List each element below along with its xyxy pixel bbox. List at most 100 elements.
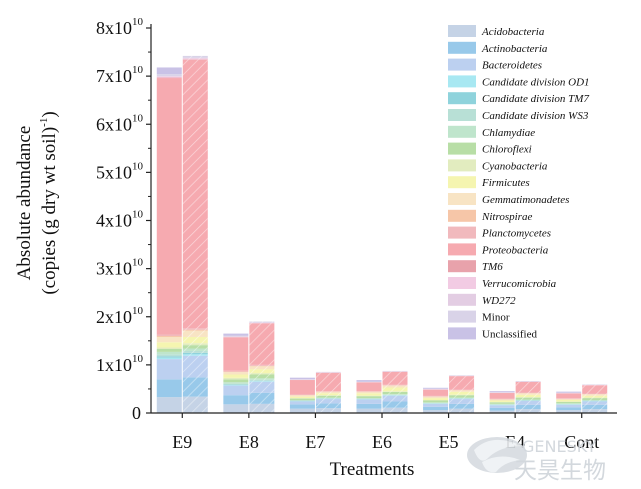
bar-hatch-cont-actinobacteria: [582, 404, 608, 410]
bar-segment-e4-1-gemmatimonadetes: [489, 399, 515, 401]
bar-segment-e8-1-unclassified: [223, 333, 249, 336]
y-tick-label: 8x1010: [96, 16, 144, 38]
legend-swatch: [448, 277, 476, 289]
bar-hatch-cont-bacteroidetes: [582, 401, 608, 405]
bar-hatch-e4-proteobacteria: [515, 381, 541, 393]
y-tick-label: 2x1010: [96, 305, 144, 327]
bar-hatch-e6-gemmatimonadetes: [382, 385, 408, 388]
bar-segment-e6-1-unclassified: [356, 380, 382, 382]
legend-swatch: [448, 310, 476, 323]
bar-hatch-e4-actinobacteria: [515, 404, 541, 410]
bar-hatch-e9-minor: [182, 55, 208, 58]
bar-hatch-e9-actinobacteria: [182, 377, 208, 397]
x-tick-label-e5: E5: [439, 432, 459, 452]
legend-swatch: [448, 159, 476, 172]
bar-segment-e5-1-gemmatimonadetes: [423, 396, 449, 399]
bar-hatch-e8-proteobacteria: [249, 323, 275, 365]
bar-segment-cont-1-actinobacteria: [556, 407, 582, 411]
bar-segment-e8-1-acidobacteria: [223, 404, 249, 413]
bar-hatch-e9-candidate-division-ws3: [182, 350, 208, 353]
bar-hatch-e9-candidate-division-tm7: [182, 352, 208, 355]
bar-hatch-e5-acidobacteria: [449, 408, 475, 413]
x-tick-label-e6: E6: [372, 432, 392, 452]
bar-segment-e8-1-actinobacteria: [223, 395, 249, 405]
bar-segment-e9-1-proteobacteria: [156, 78, 182, 335]
y-tick-label: 6x1010: [96, 112, 144, 134]
bar-segment-e9-1-unclassified: [156, 67, 182, 75]
bar-segment-e5-1-unclassified: [423, 387, 449, 389]
bar-hatch-e8-actinobacteria: [249, 392, 275, 404]
bar-segment-e7-1-bacteroidetes: [289, 401, 315, 405]
legend-swatch: [448, 109, 476, 121]
legend-label: Candidate division WS3: [482, 110, 589, 122]
legend-label: Verrucomicrobia: [482, 278, 557, 290]
legend-swatch: [448, 193, 476, 205]
x-tick-label-e7: E7: [305, 432, 325, 452]
bar-hatch-e5-bacteroidetes: [449, 399, 475, 404]
bar-hatch-e8-planctomycetes: [249, 364, 275, 366]
legend-swatch: [448, 293, 476, 306]
bar-hatch-e6-actinobacteria: [382, 401, 408, 408]
bar-hatch-e8-cyanobacteria: [249, 373, 275, 375]
bar-hatch-e8-bacteroidetes: [249, 381, 275, 393]
bar-hatch-e7-acidobacteria: [315, 408, 341, 413]
bar-hatch-e5-actinobacteria: [449, 403, 475, 409]
bar-segment-e7-1-chloroflexi: [289, 398, 315, 401]
bar-segment-e8-1-cyanobacteria: [223, 377, 249, 380]
legend-label: Nitrospirae: [481, 211, 532, 223]
bar-segment-e6-1-gemmatimonadetes: [356, 391, 382, 394]
bar-hatch-e7-firmicutes: [315, 393, 341, 396]
legend-label: Bacteroidetes: [482, 60, 542, 72]
bar-segment-e8-1-firmicutes: [223, 374, 249, 378]
legend-swatch: [448, 58, 476, 71]
bar-hatch-e9-verrucomicrobia: [182, 58, 208, 60]
legend: Acidobacteria Actinobacteria Bacteroidetes…: [448, 25, 590, 340]
bar-hatch-e7-bacteroidetes: [315, 399, 341, 404]
legend-label: Planctomycetes: [481, 228, 551, 240]
bar-segment-cont-1-firmicutes: [556, 400, 582, 402]
bar-hatch-e9-chloroflexi: [182, 345, 208, 349]
bar-segment-e9-1-chloroflexi: [156, 348, 182, 352]
y-tick-label: 1x1010: [96, 353, 144, 375]
bar-hatch-e8-chloroflexi: [249, 374, 275, 379]
legend-swatch: [448, 25, 476, 37]
bar-segment-e9-1-firmicutes: [156, 342, 182, 348]
bar-segment-e8-1-candidate-division-ws3: [223, 383, 249, 385]
bar-segment-e4-1-actinobacteria: [489, 407, 515, 411]
bar-segment-e6-1-bacteroidetes: [356, 399, 382, 404]
bar-segment-e5-1-actinobacteria: [423, 406, 449, 411]
bar-hatch-e9-proteobacteria: [182, 59, 208, 329]
bar-segment-e4-1-unclassified: [489, 391, 515, 393]
bar-segment-e9-1-gemmatimonadetes: [156, 336, 182, 343]
bar-segment-e9-1-cyanobacteria: [156, 347, 182, 349]
y-tick-label: 5x1010: [96, 160, 144, 182]
bar-segment-e5-1-firmicutes: [423, 398, 449, 401]
y-axis-title-end: ): [39, 111, 60, 117]
bar-segment-e9-1-actinobacteria: [156, 379, 182, 398]
bar-hatch-e4-chloroflexi: [515, 397, 541, 400]
bar-segment-e7-1-gemmatimonadetes: [289, 395, 315, 397]
bar-hatch-e6-acidobacteria: [382, 407, 408, 413]
legend-label: Candidate division OD1: [482, 76, 590, 88]
legend-label: Minor: [482, 312, 510, 324]
bar-hatch-e9-firmicutes: [182, 336, 208, 344]
bar-segment-e9-1-acidobacteria: [156, 397, 182, 413]
bar-hatch-e6-chloroflexi: [382, 391, 408, 395]
legend-swatch: [448, 226, 476, 239]
bar-segment-e9-1-planctomycetes: [156, 334, 182, 336]
bar-segment-e7-1-unclassified: [289, 377, 315, 380]
legend-label: TM6: [482, 261, 503, 273]
legend-label: Chlamydiae: [482, 127, 535, 139]
x-tick-label-e8: E8: [239, 432, 259, 452]
bar-segment-e8-1-planctomycetes: [223, 370, 249, 372]
bar-hatch-e8-firmicutes: [249, 369, 275, 374]
watermark-cjk: 天昊生物: [514, 458, 606, 484]
bar-segment-e5-1-acidobacteria: [423, 410, 449, 413]
bar-hatch-e7-chloroflexi: [315, 395, 341, 398]
bar-segment-e9-1-candidate-division-tm7: [156, 356, 182, 358]
x-tick-label-cont: Cont: [564, 432, 599, 452]
bar-segment-e9-1-minor: [156, 74, 182, 77]
bar-segment-cont-1-acidobacteria: [556, 410, 582, 413]
